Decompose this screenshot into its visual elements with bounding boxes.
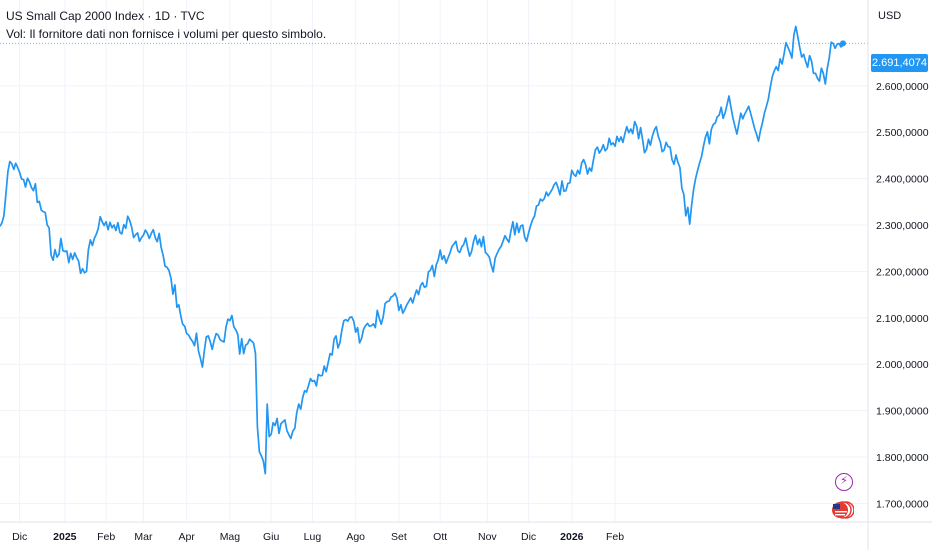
volume-note: Vol: Il fornitore dati non fornisce i vo… — [6, 27, 327, 41]
chart-legend: US Small Cap 2000 Index · 1D · TVC Vol: … — [6, 8, 326, 42]
price-scale[interactable]: 1.700,0000 1.800,0000 1.900,0000 2.000,0000… — [876, 81, 929, 511]
time-tick-label: Ott — [433, 531, 447, 543]
price-line — [0, 25, 844, 475]
last-price-dot — [840, 40, 846, 47]
time-tick-label: Feb — [606, 531, 624, 543]
last-price-badge: 2.691,4074 — [871, 54, 928, 72]
time-tick-label: Set — [391, 531, 407, 543]
price-tick-label: 2.300,0000 — [876, 220, 929, 232]
price-tick-label: 2.000,0000 — [876, 359, 929, 371]
time-tick-label: Apr — [179, 531, 196, 543]
symbol-title[interactable]: US Small Cap 2000 Index · 1D · TVC — [6, 9, 205, 23]
time-tick-label: Ago — [346, 531, 365, 543]
us-flag-icon[interactable] — [832, 500, 854, 520]
time-scale[interactable]: Dic 2025 Feb Mar Apr Mag Giu Lug Ago Set Ott Nov Dic… — [12, 531, 624, 543]
time-tick-label: 2025 — [53, 531, 77, 543]
price-tick-label: 2.200,0000 — [876, 266, 929, 278]
chart-grid — [0, 0, 868, 522]
price-tick-label: 1.900,0000 — [876, 406, 929, 418]
price-tick-label: 2.100,0000 — [876, 313, 929, 325]
time-tick-label: Nov — [478, 531, 497, 543]
time-tick-label: Mar — [134, 531, 153, 543]
price-tick-label: 1.700,0000 — [876, 498, 929, 510]
time-tick-label: Lug — [304, 531, 322, 543]
time-tick-label: Mag — [220, 531, 241, 543]
time-tick-label: Dic — [521, 531, 536, 543]
price-tick-label: 2.600,0000 — [876, 81, 929, 93]
time-tick-label: Feb — [97, 531, 115, 543]
price-tick-label: 1.800,0000 — [876, 452, 929, 464]
price-tick-label: 2.400,0000 — [876, 174, 929, 186]
currency-label[interactable]: USD — [878, 10, 902, 22]
price-tick-label: 2.500,0000 — [876, 127, 929, 139]
time-tick-label: Giu — [263, 531, 280, 543]
time-tick-label: 2026 — [560, 531, 584, 543]
time-tick-label: Dic — [12, 531, 27, 543]
lightning-bolt-icon[interactable]: ⚡ — [835, 473, 853, 491]
